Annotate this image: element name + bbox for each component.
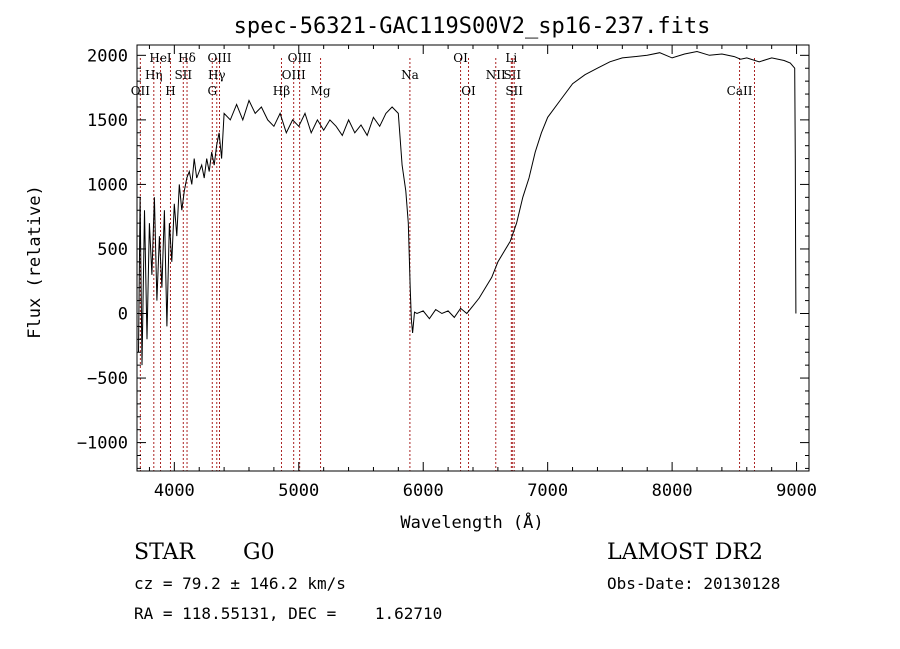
spectral-line-label: NII xyxy=(486,68,506,82)
spectral-line-label: SII xyxy=(174,68,192,82)
x-tick-label: 6000 xyxy=(403,481,444,501)
spectral-line-label: HeI xyxy=(149,51,172,65)
y-tick-label: 1500 xyxy=(87,111,128,131)
spectral-line-label: CaII xyxy=(727,84,753,98)
survey-label: LAMOST DR2 xyxy=(607,540,763,565)
y-tick-label: 1000 xyxy=(87,175,128,195)
axis-ticks: 4000 5000 6000 7000 8000 9000 −1000 −500 0 500 100… xyxy=(77,45,817,501)
spectral-line-label: Mg xyxy=(311,84,331,98)
spectral-line-label: OII xyxy=(131,84,151,98)
spectral-line-label: Li xyxy=(505,51,517,65)
y-tick-label: −1000 xyxy=(77,434,128,454)
y-axis-label: Flux (relative) xyxy=(25,185,45,339)
spectral-line-label: OIII xyxy=(207,51,231,65)
x-tick-label: 8000 xyxy=(652,481,693,501)
line-markers: OII Hη HeI H Hδ SII G Hγ OIII Hβ OIII OIII Mg Na OI OI N… xyxy=(131,51,755,471)
chart-title: spec-56321-GAC119S00V2_sp16-237.fits xyxy=(234,14,711,39)
x-tick-label: 4000 xyxy=(154,481,195,501)
coordinates-text: RA = 118.55131, DEC = 1.62710 xyxy=(134,604,443,623)
spectral-line-label: Na xyxy=(401,68,419,82)
spectral-line-label: OIII xyxy=(282,68,306,82)
spectral-line-label: OI xyxy=(461,84,476,98)
spectral-line-label: OI xyxy=(453,51,468,65)
spectral-line-label: Hη xyxy=(145,68,163,82)
y-tick-label: −500 xyxy=(87,369,128,389)
x-tick-label: 9000 xyxy=(776,481,817,501)
object-class: STAR xyxy=(134,540,195,565)
spectral-line-label: SII xyxy=(503,68,521,82)
spectral-line-label: OIII xyxy=(288,51,312,65)
plot-frame xyxy=(136,44,810,472)
spectral-line-label: Hγ xyxy=(208,68,226,82)
x-tick-label: 7000 xyxy=(527,481,568,501)
y-tick-label: 2000 xyxy=(87,46,128,66)
spectrum-line xyxy=(138,50,797,366)
y-tick-label: 500 xyxy=(97,240,128,260)
spectral-line-label: H xyxy=(165,84,175,98)
y-tick-label: 0 xyxy=(118,305,128,325)
spectral-line-label: Hβ xyxy=(273,84,290,98)
spectral-line-label: Hδ xyxy=(178,51,196,65)
x-axis-label: Wavelength (Å) xyxy=(400,511,543,533)
redshift-text: cz = 79.2 ± 146.2 km/s xyxy=(134,574,346,593)
obs-date-text: Obs-Date: 20130128 xyxy=(607,574,781,593)
x-tick-label: 5000 xyxy=(278,481,319,501)
spectral-line-label: SII xyxy=(505,84,523,98)
object-subclass: G0 xyxy=(243,540,275,565)
spectral-line-label: G xyxy=(207,84,217,98)
